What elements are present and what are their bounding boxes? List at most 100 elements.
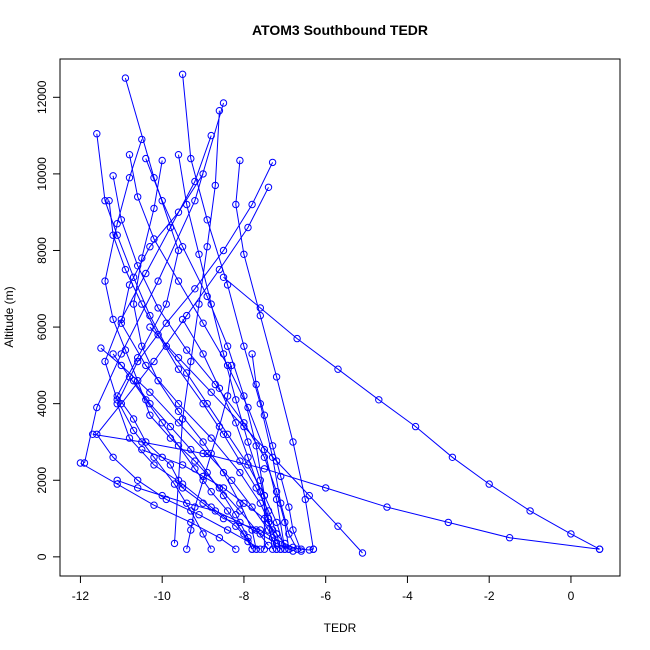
- data-point: [93, 430, 101, 438]
- data-point: [264, 514, 273, 523]
- data-point: [272, 518, 281, 527]
- data-point: [187, 357, 195, 366]
- data-point: [444, 518, 452, 527]
- data-point: [240, 250, 248, 259]
- data-point: [203, 292, 211, 301]
- data-point: [199, 499, 207, 507]
- data-point: [448, 453, 457, 461]
- marker-layer: [76, 70, 604, 557]
- data-point: [281, 518, 289, 527]
- data-point: [285, 530, 293, 538]
- data-point: [244, 223, 252, 232]
- data-point: [268, 158, 277, 167]
- data-point: [195, 300, 203, 308]
- data-point: [125, 174, 134, 182]
- data-point: [256, 476, 264, 484]
- data-point: [215, 107, 224, 115]
- data-point: [223, 392, 232, 400]
- data-point: [264, 526, 273, 534]
- y-axis: 0 2000 4000 6000 8000 10000 12000: [35, 80, 61, 560]
- data-point: [150, 461, 158, 469]
- series-line: [141, 449, 290, 550]
- data-point: [207, 131, 215, 140]
- data-point: [219, 468, 228, 477]
- data-point: [187, 526, 195, 534]
- data-point: [174, 442, 183, 450]
- data-point: [113, 400, 121, 408]
- data-point: [268, 453, 277, 461]
- data-point: [178, 315, 187, 324]
- data-point: [138, 445, 146, 454]
- data-point: [187, 518, 195, 527]
- data-point: [174, 208, 183, 216]
- data-point: [272, 495, 281, 504]
- y-tick-label: 8000: [35, 237, 49, 264]
- data-point: [264, 183, 273, 192]
- data-point: [150, 453, 158, 461]
- data-point: [121, 265, 130, 274]
- data-point: [117, 350, 126, 358]
- data-point: [256, 526, 264, 534]
- data-point: [256, 311, 264, 320]
- data-point: [334, 365, 342, 373]
- data-point: [277, 545, 285, 553]
- data-point: [187, 154, 195, 163]
- data-point: [240, 530, 248, 538]
- data-point: [195, 511, 203, 519]
- data-point: [166, 461, 175, 469]
- data-point: [260, 411, 269, 419]
- data-point: [268, 545, 277, 553]
- data-point: [134, 354, 142, 362]
- data-point: [277, 472, 285, 481]
- data-point: [260, 453, 269, 461]
- data-point: [191, 177, 199, 186]
- data-point: [236, 468, 244, 477]
- data-point: [219, 350, 228, 358]
- data-point: [240, 342, 248, 350]
- data-point: [101, 277, 109, 285]
- series-line: [149, 326, 363, 554]
- data-point: [252, 545, 260, 553]
- data-point: [260, 445, 269, 454]
- data-point: [256, 530, 264, 538]
- series-line: [104, 135, 212, 550]
- data-point: [236, 457, 244, 465]
- data-point: [178, 480, 187, 488]
- data-point: [411, 422, 420, 431]
- data-point: [211, 181, 220, 190]
- data-point: [289, 543, 297, 551]
- data-point: [101, 357, 109, 366]
- data-point: [93, 130, 101, 138]
- data-point: [526, 507, 534, 515]
- data-point: [109, 172, 117, 180]
- data-point: [183, 346, 191, 354]
- series-line: [112, 175, 290, 550]
- data-point: [125, 281, 134, 289]
- data-point: [240, 499, 248, 507]
- data-point: [248, 503, 256, 511]
- data-point: [109, 231, 117, 239]
- series-line: [174, 110, 220, 544]
- data-point: [223, 526, 232, 534]
- data-point: [248, 200, 256, 209]
- data-point: [281, 545, 289, 553]
- data-point: [101, 197, 109, 205]
- data-point: [158, 453, 166, 461]
- data-point: [158, 491, 166, 500]
- data-point: [158, 197, 166, 205]
- series-line: [223, 276, 600, 550]
- data-point: [154, 331, 162, 339]
- data-point: [219, 491, 228, 500]
- x-tick-label: -2: [484, 589, 495, 603]
- data-point: [76, 459, 85, 467]
- data-point: [113, 231, 121, 239]
- data-point: [244, 403, 252, 412]
- data-point: [203, 468, 211, 477]
- data-point: [272, 530, 281, 538]
- data-point: [199, 530, 207, 538]
- data-point: [260, 514, 269, 523]
- data-point: [134, 484, 142, 492]
- data-point: [297, 547, 305, 555]
- data-point: [236, 507, 244, 515]
